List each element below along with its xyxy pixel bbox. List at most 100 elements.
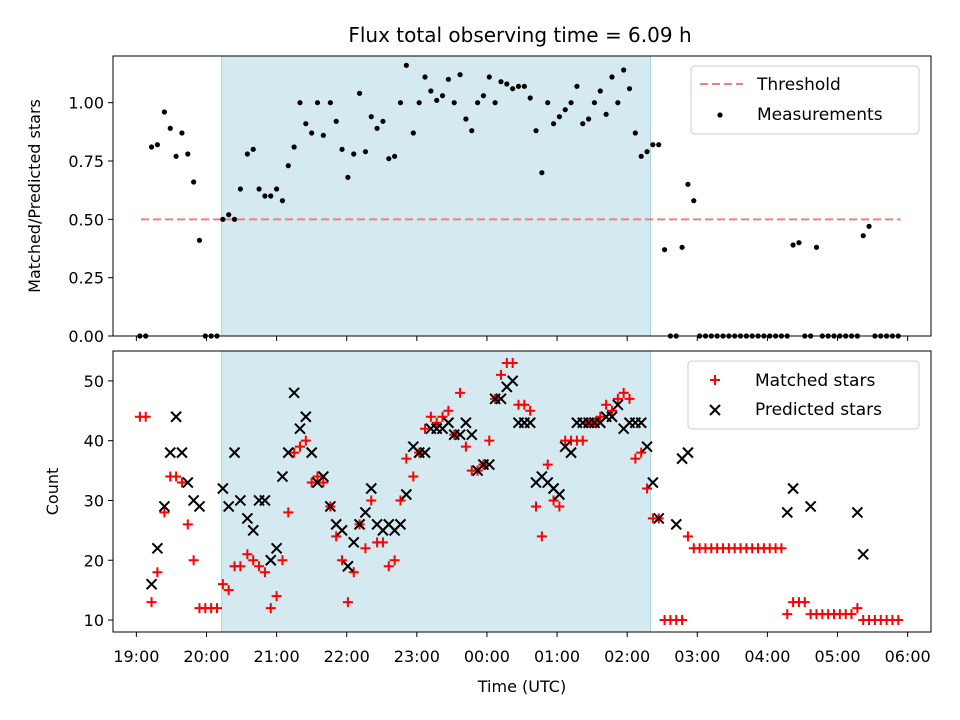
measurement-point	[562, 107, 568, 113]
measurement-point	[679, 244, 685, 250]
predicted-star-point	[193, 500, 206, 513]
count-y-tick-label: 50	[84, 372, 104, 391]
matched-star-point	[146, 597, 157, 608]
matched-star-point	[437, 411, 448, 422]
matched-star-point	[425, 411, 436, 422]
legend-matched-label: Matched stars	[755, 371, 875, 391]
measurement-point	[351, 151, 357, 157]
ratio-panel: 0.00 0.25 0.50 0.75 1.00 Matched/Predicted s…	[25, 55, 932, 346]
measurement-point	[545, 100, 551, 106]
matched-star-point	[776, 543, 787, 554]
count-y-tick-label: 30	[84, 491, 104, 510]
measurement-point	[262, 193, 268, 199]
predicted-star-point	[217, 482, 229, 495]
measurement-point	[556, 114, 562, 120]
predicted-star-point	[553, 488, 566, 501]
legend-box	[687, 360, 920, 430]
measurement-point	[574, 83, 580, 89]
measurement-point	[291, 144, 297, 150]
matched-star-point	[217, 579, 228, 590]
measurement-point	[486, 74, 492, 80]
count-x-tick-label: 00:00	[464, 647, 510, 666]
predicted-star-point	[653, 512, 665, 525]
predicted-star-point	[282, 446, 294, 459]
predicted-star-point	[781, 506, 793, 519]
count-points	[134, 357, 904, 626]
matched-star-point	[223, 585, 234, 596]
matched-star-point	[484, 435, 495, 446]
matched-star-point	[525, 405, 536, 416]
predicted-star-point	[419, 446, 431, 459]
measurement-point	[380, 118, 386, 124]
matched-star-point	[618, 387, 629, 398]
measurement-point	[492, 100, 498, 106]
measurement-point	[480, 93, 487, 99]
matched-star-point	[536, 531, 547, 542]
predicted-star-point	[222, 500, 235, 513]
matched-star-point	[395, 495, 406, 506]
measurement-point	[457, 72, 463, 78]
legend-measurements-swatch	[717, 112, 723, 118]
matched-star-point	[271, 591, 282, 602]
matched-star-point	[306, 477, 317, 488]
measurement-point	[691, 198, 697, 204]
count-y-tick-label: 10	[84, 611, 104, 630]
ratio-y-tick-label: 0.50	[68, 210, 104, 229]
legend-threshold-label: Threshold	[756, 75, 841, 95]
matched-star-point	[389, 555, 400, 566]
count-x-tick-label: 21:00	[254, 647, 300, 666]
measurement-point	[345, 174, 351, 180]
predicted-star-point	[466, 428, 478, 441]
measurement-point	[279, 198, 286, 204]
predicted-star-point	[804, 500, 817, 513]
legend-predicted-swatch	[709, 404, 721, 416]
measurement-point	[196, 237, 203, 243]
measurement-point	[685, 181, 691, 187]
matched-star-point	[242, 549, 253, 560]
predicted-star-point	[495, 393, 507, 405]
measurement-point	[650, 142, 656, 148]
measurement-point	[469, 128, 475, 134]
measurement-point	[527, 95, 533, 101]
measurement-point	[416, 100, 422, 106]
measurement-point	[445, 76, 451, 82]
matched-star-point	[300, 435, 311, 446]
measurement-point	[550, 121, 557, 127]
matched-star-point	[254, 561, 265, 572]
predicted-star-point	[241, 512, 254, 525]
measurement-point	[309, 130, 315, 136]
count-y-tick-label: 40	[84, 432, 104, 451]
measurement-point	[866, 223, 872, 229]
measurement-point	[237, 186, 243, 192]
measurement-point	[333, 118, 339, 124]
measurement-point	[621, 67, 627, 73]
matched-star-point	[342, 597, 353, 608]
measurement-point	[154, 142, 161, 148]
count-y-ticks: 10 20 30 40 50	[84, 372, 113, 630]
predicted-star-point	[348, 536, 360, 549]
ratio-legend: Threshold Measurements	[690, 65, 920, 135]
measurement-point	[386, 156, 392, 162]
matched-star-point	[507, 357, 518, 368]
measurement-point	[191, 179, 197, 185]
measurement-point	[439, 93, 446, 99]
matched-star-point	[548, 495, 559, 506]
measurement-point	[515, 83, 522, 89]
predicted-star-point	[228, 446, 241, 459]
measurement-point	[256, 186, 262, 192]
predicted-star-point	[565, 446, 577, 459]
matched-star-point	[601, 399, 612, 410]
matched-star-point	[188, 555, 199, 566]
measurement-point	[179, 130, 185, 136]
predicted-star-point	[365, 482, 377, 495]
predicted-star-point	[506, 375, 519, 387]
matched-star-point	[612, 393, 623, 404]
matched-star-point	[152, 567, 163, 578]
measurement-point	[374, 125, 380, 131]
measurement-point	[356, 90, 363, 96]
matched-star-point	[408, 471, 419, 482]
matched-star-point	[431, 417, 442, 428]
ratio-y-ticks: 0.00 0.25 0.50 0.75 1.00	[68, 94, 113, 346]
matched-star-point	[577, 435, 588, 446]
